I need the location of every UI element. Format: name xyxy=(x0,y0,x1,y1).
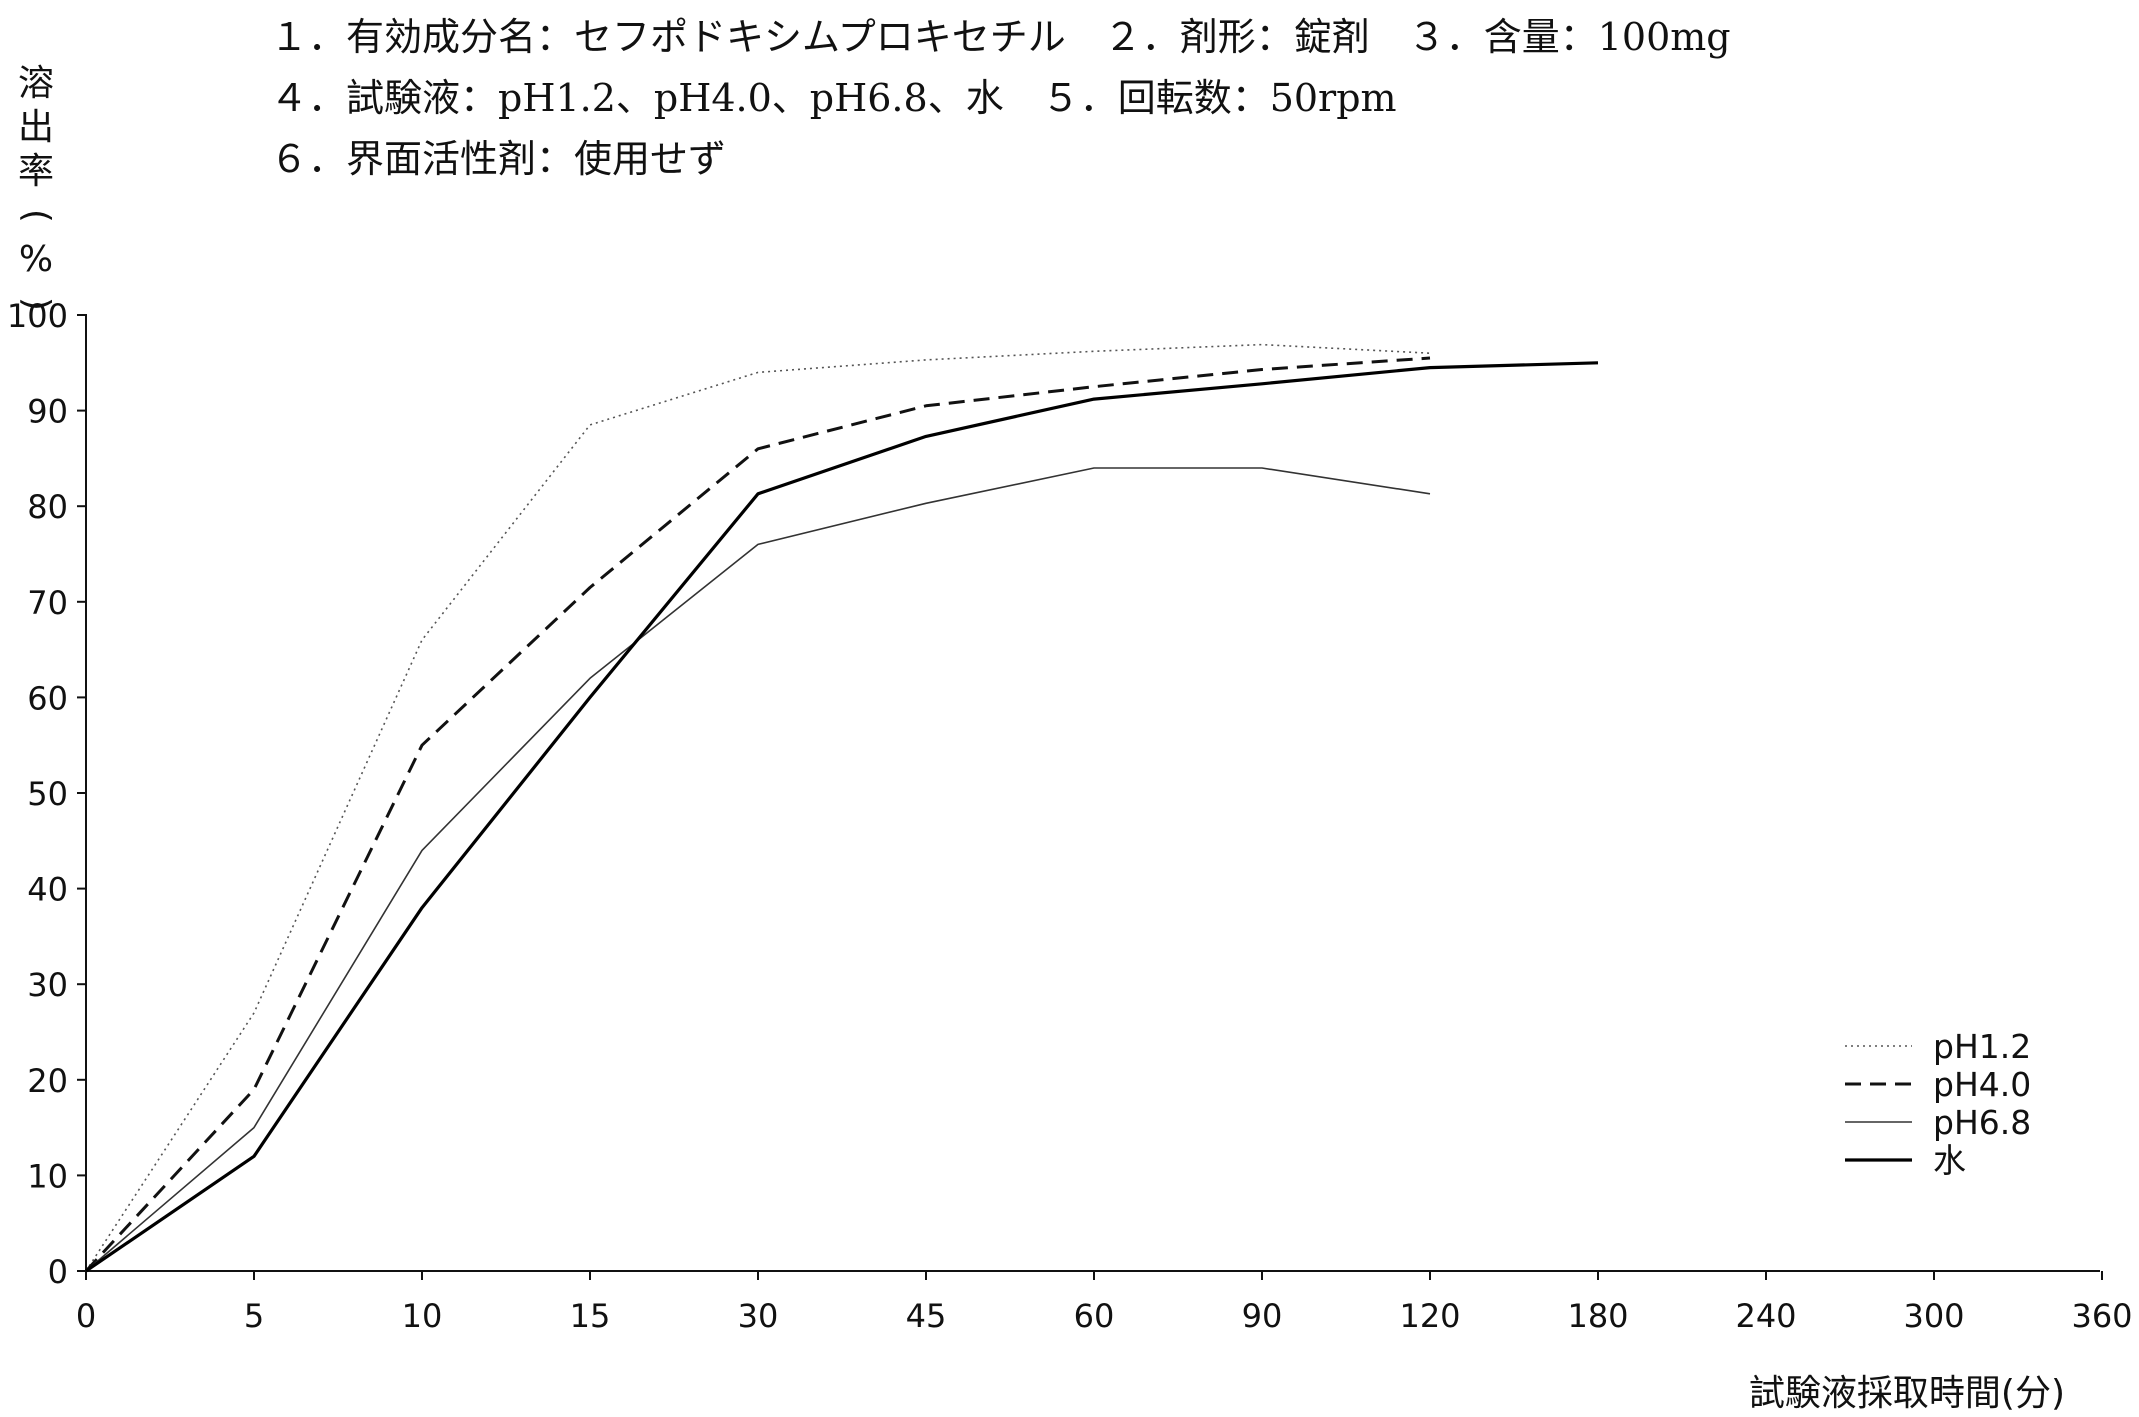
x-tick-label: 360 xyxy=(2071,1297,2132,1335)
y-tick-label: 100 xyxy=(7,297,68,335)
legend-label: pH1.2 xyxy=(1933,1027,2031,1066)
x-tick-label: 0 xyxy=(76,1297,96,1335)
series-line-0 xyxy=(85,343,1431,1272)
info-line-2: ４．試験液：pH1.2、pH4.0、pH6.8、水 ５．回転数：50rpm xyxy=(270,76,1397,120)
x-axis-label: 試験液採取時間(分) xyxy=(1749,1373,2065,1414)
y-tick-label: 30 xyxy=(27,966,68,1004)
series-line-1 xyxy=(84,356,1431,1273)
y-axis-label-char: 溶 xyxy=(17,63,54,104)
y-tick-label: 80 xyxy=(27,488,68,526)
y-tick-label: 40 xyxy=(27,871,68,909)
legend-label: 水 xyxy=(1933,1141,1966,1180)
y-axis-label-char: 率 xyxy=(17,150,54,192)
y-tick-label: 90 xyxy=(27,393,68,431)
x-tick-label: 300 xyxy=(1903,1297,1964,1335)
x-tick-label: 30 xyxy=(738,1297,779,1335)
legend-label: pH6.8 xyxy=(1933,1103,2031,1142)
x-tick-label: 180 xyxy=(1567,1297,1628,1335)
x-tick-label: 240 xyxy=(1735,1297,1796,1335)
series-line-2 xyxy=(85,467,1431,1272)
y-tick-label: 70 xyxy=(27,584,68,622)
x-tick-label: 45 xyxy=(906,1297,947,1335)
x-tick-label: 10 xyxy=(402,1297,443,1335)
y-axis-label-char: % xyxy=(18,238,54,280)
x-tick-label: 5 xyxy=(244,1297,264,1335)
y-tick-label: 0 xyxy=(48,1253,68,1291)
y-axis-label: 溶出率(%) xyxy=(14,62,58,325)
y-tick-label: 60 xyxy=(27,679,68,717)
x-tick-label: 90 xyxy=(1242,1297,1283,1335)
x-tick-label: 60 xyxy=(1074,1297,1115,1335)
y-tick-label: 20 xyxy=(27,1062,68,1100)
y-ticks: 0 10 20 30 40 50 60 70 80 90 100 xyxy=(7,297,86,1291)
info-line-3: ６．界面活性剤：使用せず xyxy=(270,137,727,181)
y-tick-label: 10 xyxy=(27,1157,68,1195)
y-tick-label: 50 xyxy=(27,775,68,813)
x-ticks: 0 5 10 15 30 45 60 90 120 180 240 300 360 xyxy=(76,1271,2133,1335)
chart-axes xyxy=(85,314,2100,1272)
series-lines xyxy=(84,343,1599,1273)
y-axis-label-char: 出 xyxy=(17,106,54,148)
legend-label: pH4.0 xyxy=(1933,1065,2031,1104)
series-line-3 xyxy=(85,361,1599,1273)
x-tick-label: 15 xyxy=(570,1297,611,1335)
x-tick-label: 120 xyxy=(1399,1297,1460,1335)
info-line-1: １．有効成分名：セフポドキシムプロキセチル ２．剤形：錠剤 ３．含量：100mg xyxy=(270,15,1731,59)
